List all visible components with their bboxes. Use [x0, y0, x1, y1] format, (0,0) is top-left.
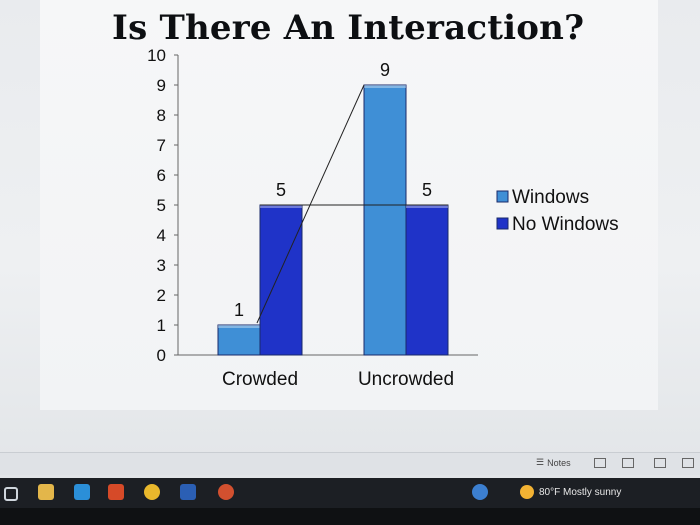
data-label: 5 [276, 180, 286, 200]
screen: Is There An Interaction? 0 1 2 3 4 5 6 7 8 9 10 Cro… [0, 0, 700, 478]
legend-label: No Windows [512, 214, 619, 235]
start-icon[interactable] [4, 487, 18, 501]
weather-widget[interactable]: 80°F Mostly sunny [520, 485, 621, 499]
interaction-lines [256, 84, 448, 324]
store-icon[interactable] [74, 484, 90, 500]
bar-highlight [364, 85, 406, 88]
category-label: Uncrowded [358, 369, 454, 390]
bar [217, 324, 261, 356]
bar-highlight [406, 205, 448, 208]
y-tick-label: 6 [157, 166, 166, 185]
weather-text: 80°F Mostly sunny [539, 486, 622, 498]
y-tick-label: 9 [157, 76, 166, 95]
axes: 0 1 2 3 4 5 6 7 8 9 10 Crowded Uncrowded [147, 46, 478, 390]
help-icon[interactable] [472, 484, 488, 500]
status-bar: ☰ Notes [0, 452, 700, 475]
data-label: 9 [380, 60, 390, 80]
y-tick-label: 1 [157, 316, 166, 335]
chrome-icon[interactable] [144, 484, 160, 500]
slideshow-icon[interactable] [682, 458, 694, 468]
file-explorer-icon[interactable] [38, 484, 54, 500]
reading-view-icon[interactable] [654, 458, 666, 468]
data-label: 1 [234, 300, 244, 320]
notes-icon: ☰ [536, 457, 545, 467]
chart-title: Is There An Interaction? [112, 8, 585, 48]
data-label: 5 [422, 180, 432, 200]
y-tick-label: 7 [157, 136, 166, 155]
y-tick-label: 10 [147, 46, 166, 65]
normal-view-icon[interactable] [594, 458, 606, 468]
y-tick-label: 3 [157, 256, 166, 275]
bar [259, 204, 303, 356]
office-icon[interactable] [108, 484, 124, 500]
notes-label: Notes [547, 457, 571, 468]
legend-label: Windows [512, 187, 589, 208]
bars [217, 84, 449, 356]
bar-highlight [260, 205, 302, 208]
bar-highlight [218, 325, 260, 328]
category-label: Crowded [222, 369, 298, 390]
y-tick-label: 4 [157, 226, 166, 245]
bar [363, 84, 407, 356]
screen-bezel [0, 508, 700, 525]
word-icon[interactable] [180, 484, 196, 500]
bar [405, 204, 449, 356]
sun-icon [520, 485, 534, 499]
notes-button[interactable]: ☰ Notes [536, 457, 571, 468]
y-tick-label: 5 [157, 196, 166, 215]
powerpoint-icon[interactable] [218, 484, 234, 500]
legend-swatch [496, 217, 509, 230]
y-tick-label: 8 [157, 106, 166, 125]
taskbar: 80°F Mostly sunny [0, 478, 700, 508]
slide-sorter-icon[interactable] [622, 458, 634, 468]
y-tick-label: 0 [157, 346, 166, 365]
y-tick-label: 2 [157, 286, 166, 305]
legend: Windows No Windows [496, 187, 619, 235]
legend-swatch [496, 190, 509, 203]
windows-line [256, 84, 365, 324]
